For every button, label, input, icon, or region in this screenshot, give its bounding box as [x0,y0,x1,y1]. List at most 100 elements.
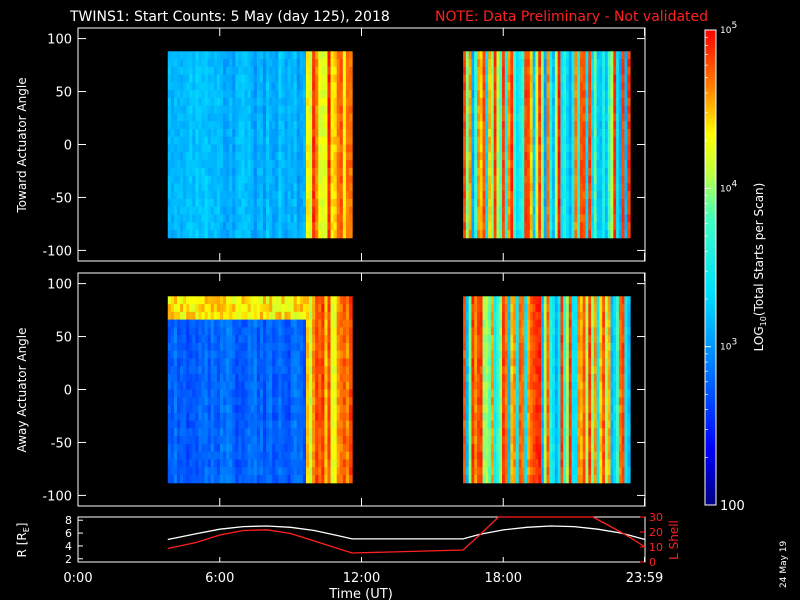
heat-cell [345,459,350,468]
heat-cell [342,389,347,398]
heat-cell [259,412,264,422]
heat-cell [482,327,486,336]
heat-cell [275,459,279,468]
heat-cell [189,474,193,484]
heat-cell [299,366,304,375]
heat-cell [176,296,181,305]
heat-cell [602,160,606,169]
heat-cell [574,183,578,192]
heat-cell [616,222,620,231]
heat-cell [563,74,567,83]
heat-cell [579,191,584,200]
heat-cell [278,443,283,453]
heat-cell [198,443,203,453]
heat-cell [518,420,523,429]
heat-cell [327,389,332,398]
heat-cell [502,82,506,91]
heat-cell [577,144,581,153]
heat-cell [299,311,304,321]
heat-cell [627,74,631,83]
heat-cell [336,206,341,215]
heat-cell [502,121,506,130]
heat-cell [183,428,187,437]
heat-cell [618,82,623,91]
heat-cell [312,350,316,360]
heat-cell [167,97,172,107]
heat-cell [241,121,246,130]
heat-cell [241,443,246,453]
heat-cell [266,335,270,344]
heat-cell [253,183,258,192]
heat-cell [244,405,249,414]
heat-cell [256,412,261,422]
heat-cell [324,152,329,161]
heat-cell [465,381,470,391]
heat-cell [244,82,249,91]
heat-cell [571,105,575,115]
heat-cell [247,191,252,200]
heat-cell [198,474,203,484]
heat-cell [275,113,279,122]
heat-cell [256,198,261,208]
heat-cell [493,90,498,99]
heat-cell [262,428,267,437]
heat-cell [504,443,509,453]
heat-cell [345,397,350,406]
heat-cell [602,191,606,200]
heat-cell [262,467,267,476]
heat-cell [201,335,206,344]
heat-cell [253,160,258,169]
heat-cell [312,366,316,375]
heat-cell [183,121,187,130]
heat-cell [571,222,575,231]
heat-cell [463,105,467,115]
heat-cell [468,206,473,215]
heat-cell [305,405,310,414]
heat-cell [488,206,492,215]
heat-cell [259,121,264,130]
heat-cell [327,428,332,437]
heat-cell [290,389,295,398]
heat-cell [244,304,249,313]
heat-cell [515,214,520,223]
heat-cell [510,397,514,406]
heat-cell [204,167,209,177]
heat-cell [241,304,246,313]
heat-cell [305,144,310,153]
heat-cell [621,82,626,91]
heat-cell [465,229,470,239]
heat-cell [229,350,233,360]
heat-cell [272,51,276,60]
heat-cell [309,229,313,239]
heat-cell [219,366,224,375]
heat-cell [333,327,338,336]
heat-cell [312,467,316,476]
heat-cell [192,152,197,161]
heat-cell [176,304,181,313]
heat-cell [223,381,227,391]
heat-cell [321,350,326,360]
heat-cell [192,74,197,83]
heat-cell [299,74,304,83]
heat-cell [510,167,514,177]
heat-cell [241,428,246,437]
heat-cell [345,335,350,344]
heat-cell [574,105,578,115]
heat-cell [207,183,212,192]
heat-cell [183,459,187,468]
heat-cell [247,304,252,313]
heat-cell [490,443,495,453]
heat-cell [552,160,556,169]
heat-cell [616,90,620,99]
heat-cell [238,167,243,177]
heat-cell [560,152,564,161]
heat-cell [348,358,353,367]
heat-cell [167,113,172,122]
heat-cell [299,420,304,429]
heat-cell [281,51,286,60]
heat-cell [521,206,525,215]
heat-cell [318,175,322,184]
heat-cell [543,59,548,68]
heat-cell [345,128,350,138]
heat-cell [296,373,301,383]
